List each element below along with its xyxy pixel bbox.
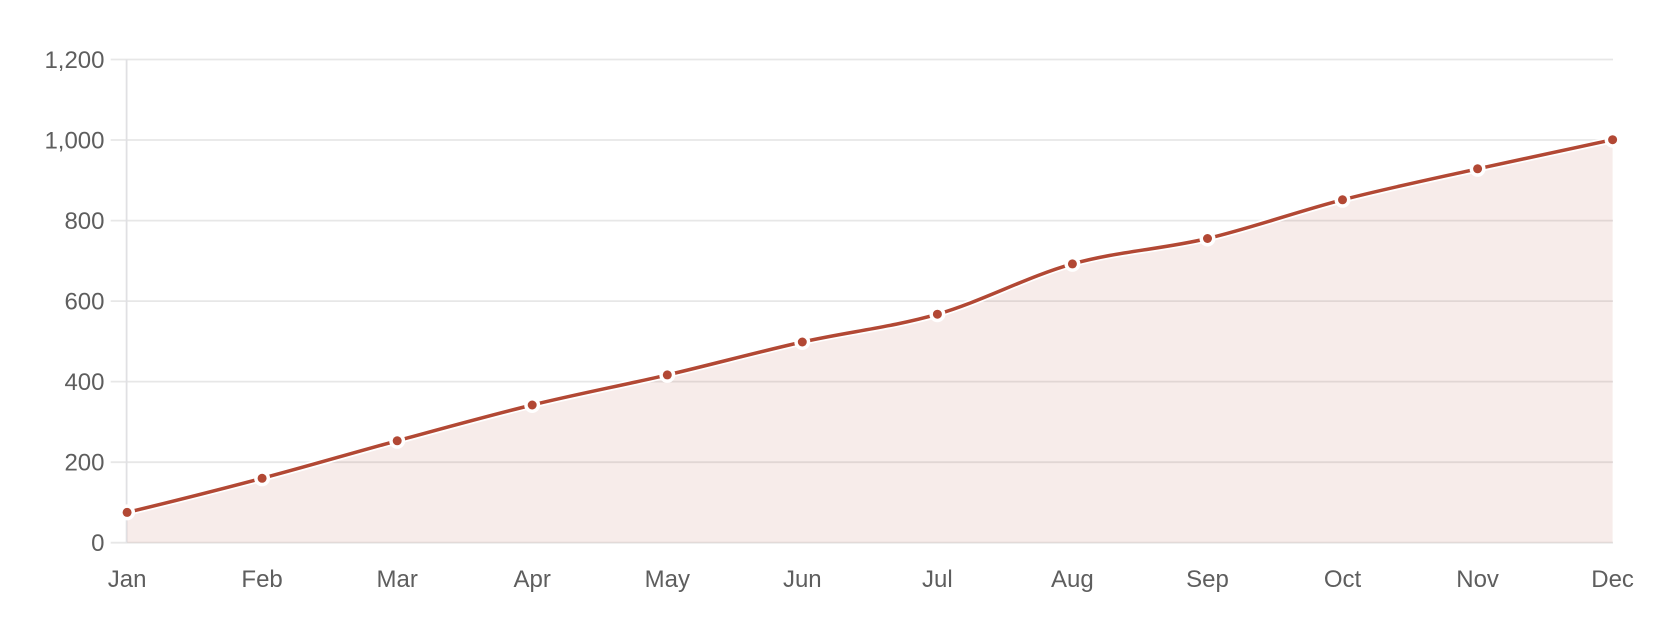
svg-text:Mar: Mar [377,566,418,593]
svg-text:1,000: 1,000 [44,128,104,155]
svg-text:0: 0 [91,530,104,557]
svg-text:1,200: 1,200 [44,47,104,74]
svg-text:Aug: Aug [1051,566,1094,593]
svg-text:Dec: Dec [1591,566,1634,593]
svg-text:Apr: Apr [514,566,551,593]
svg-text:200: 200 [64,450,104,477]
svg-text:400: 400 [64,369,104,396]
svg-text:Sep: Sep [1186,566,1229,593]
svg-text:Oct: Oct [1324,566,1362,593]
svg-text:May: May [645,566,690,593]
svg-text:Feb: Feb [241,566,282,593]
svg-text:Jul: Jul [922,566,953,593]
svg-text:600: 600 [64,289,104,316]
svg-text:800: 800 [64,208,104,235]
svg-text:Nov: Nov [1456,566,1499,593]
svg-text:Jan: Jan [108,566,147,593]
svg-text:Jun: Jun [783,566,822,593]
